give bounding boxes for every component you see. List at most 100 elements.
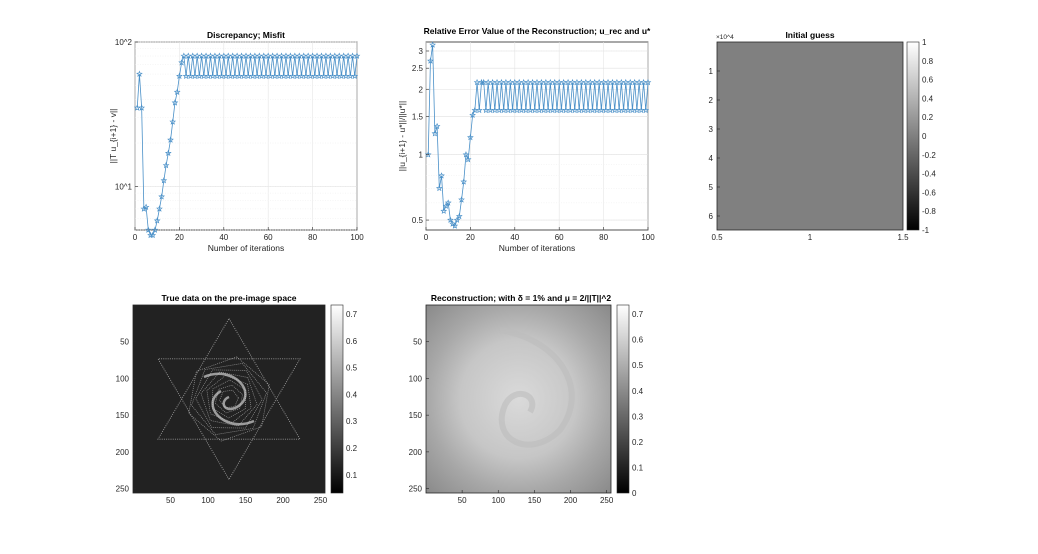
data-point: [353, 52, 361, 59]
tick-label: 0.5: [346, 364, 358, 373]
tick-label: 0.6: [346, 337, 358, 346]
swirl-ring: [195, 369, 263, 429]
tick-label: 2: [709, 96, 714, 105]
panel-reconstruction: Reconstruction; with δ = 1% and μ = 2/||…: [409, 293, 644, 505]
data-point: [424, 151, 432, 158]
data-point: [429, 41, 436, 48]
plot-area: [425, 41, 649, 231]
series: [133, 52, 361, 239]
chart-title: Initial guess: [785, 30, 834, 40]
tick-label: 0.2: [346, 444, 358, 453]
tick-label: 200: [116, 448, 130, 457]
tick-label: 50: [166, 496, 175, 505]
series-line: [427, 44, 649, 227]
data-point: [427, 57, 434, 64]
data-point: [178, 59, 185, 66]
tick-label: -0.6: [922, 188, 936, 197]
data-point: [453, 216, 461, 223]
tick-label: 0.1: [632, 464, 644, 473]
data-point: [151, 226, 159, 233]
data-point: [164, 149, 172, 157]
swirl-core: [211, 389, 255, 426]
panel-true-data: True data on the pre-image space 50 100 15…: [116, 293, 358, 505]
tick-label: 100: [492, 496, 506, 505]
y-ticks: 50 100 150 200 250: [116, 338, 136, 494]
data-point: [451, 222, 459, 229]
data-point: [167, 136, 174, 143]
swirl-ring: [219, 389, 239, 409]
data-point: [458, 196, 465, 203]
image-area: [132, 304, 326, 494]
x-ticks: 0.5 1 1.5: [711, 233, 909, 242]
tick-label: 0: [922, 132, 927, 141]
data-point: [136, 70, 143, 77]
tick-label: 0.7: [346, 310, 358, 319]
data-point: [444, 199, 452, 206]
tick-label: 0.4: [346, 390, 358, 399]
chart-title: True data on the pre-image space: [161, 293, 296, 303]
swirl-ring: [188, 356, 270, 442]
tick-label: 150: [116, 411, 130, 420]
plot-area: [134, 41, 358, 231]
tick-label: 20: [466, 233, 475, 242]
tick-label: 1: [419, 151, 424, 160]
data-point: [162, 161, 170, 169]
y-axis-label: ||T u_{i+1} - v||: [108, 109, 118, 164]
y-axis-label: ||u_{i+1} - u*||/||u*||: [397, 101, 407, 171]
tick-label: 0.3: [346, 417, 358, 426]
colorbar-ticks: 0.7 0.6 0.5 0.4 0.3 0.2 0.1 0: [632, 310, 644, 498]
data-point: [438, 172, 445, 179]
tick-label: 0.5: [711, 233, 723, 242]
data-point: [149, 231, 157, 239]
series: [424, 41, 652, 229]
tick-label: 50: [458, 496, 467, 505]
data-point: [462, 151, 470, 158]
colorbar-ticks: 1 0.8 0.6 0.4 0.2 0 -0.2 -0.4 -0.6 -0.8 -1: [922, 38, 936, 235]
tick-label: 3: [419, 47, 424, 56]
data-point: [144, 226, 152, 233]
tick-label: 0.4: [922, 94, 934, 103]
data-point: [160, 177, 168, 184]
y-ticks: 1 2 3 4 5 6: [709, 67, 720, 221]
tick-label: 150: [528, 496, 542, 505]
data-point: [140, 205, 148, 212]
tick-label: 0.7: [632, 310, 644, 319]
data-point: [475, 106, 483, 114]
tick-label: -0.2: [922, 151, 936, 160]
tick-label: 1.5: [412, 112, 424, 121]
data-point: [464, 155, 472, 163]
data-point: [644, 78, 652, 86]
star-pattern: [157, 317, 301, 481]
grid: [134, 41, 358, 231]
tick-label: 100: [641, 233, 655, 242]
data-point: [455, 212, 463, 220]
data-point: [440, 207, 448, 214]
tick-label: 10^1: [115, 183, 133, 192]
tick-label: 100: [201, 496, 215, 505]
data-point: [431, 130, 439, 137]
tick-label: 40: [510, 233, 519, 242]
swirl-artifact: [498, 327, 575, 448]
tick-label: 2: [419, 85, 424, 94]
panel-initial-guess: Initial guess ×10^4 0.5 1 1.5 1 2 3 4 5 6 1 0.8 0…: [709, 30, 937, 242]
tick-label: 100: [409, 374, 423, 383]
y-ticks: 0.5 1 1.5 2 2.5 3: [412, 47, 429, 225]
tick-label: 0.6: [632, 336, 644, 345]
tick-label: 250: [600, 496, 614, 505]
tick-label: 1: [709, 67, 714, 76]
x-ticks: 0 20 40 60 80 100: [424, 227, 655, 242]
tick-label: 80: [599, 233, 608, 242]
tick-label: 1: [808, 233, 813, 242]
tick-label: 60: [555, 233, 564, 242]
data-point: [447, 216, 454, 223]
data-point: [147, 231, 154, 239]
tick-label: 6: [709, 212, 714, 221]
tick-label: 100: [116, 374, 130, 383]
tick-label: 0.1: [346, 471, 358, 480]
tick-label: 5: [709, 183, 714, 192]
y-ticks: 10^1 10^2: [115, 38, 138, 192]
y-exponent: ×10^4: [716, 34, 734, 41]
data-point: [171, 99, 179, 106]
panel-relative-error: Relative Error Value of the Reconstructi…: [397, 26, 655, 253]
